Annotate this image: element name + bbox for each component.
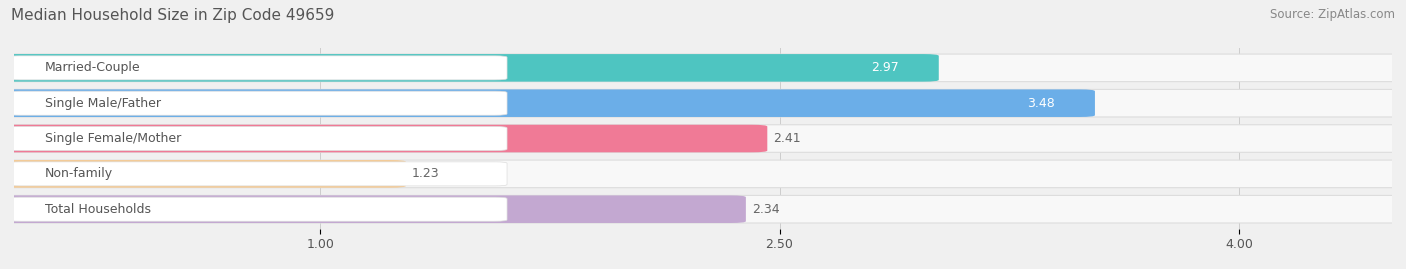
Text: 1.23: 1.23	[412, 167, 440, 180]
FancyBboxPatch shape	[0, 89, 1095, 117]
Text: 3.48: 3.48	[1028, 97, 1054, 110]
FancyBboxPatch shape	[0, 160, 1406, 188]
FancyBboxPatch shape	[8, 91, 508, 115]
Text: 2.34: 2.34	[752, 203, 779, 216]
Text: Single Female/Mother: Single Female/Mother	[45, 132, 181, 145]
Text: Median Household Size in Zip Code 49659: Median Household Size in Zip Code 49659	[11, 8, 335, 23]
Text: Married-Couple: Married-Couple	[45, 61, 141, 74]
Text: Non-family: Non-family	[45, 167, 112, 180]
FancyBboxPatch shape	[0, 196, 1406, 223]
FancyBboxPatch shape	[0, 125, 1406, 152]
Text: 2.41: 2.41	[773, 132, 801, 145]
FancyBboxPatch shape	[0, 160, 406, 188]
FancyBboxPatch shape	[0, 125, 768, 152]
FancyBboxPatch shape	[0, 54, 1406, 82]
FancyBboxPatch shape	[8, 126, 508, 151]
Text: Single Male/Father: Single Male/Father	[45, 97, 160, 110]
FancyBboxPatch shape	[8, 56, 508, 80]
Text: 2.97: 2.97	[872, 61, 898, 74]
FancyBboxPatch shape	[8, 197, 508, 221]
Text: Source: ZipAtlas.com: Source: ZipAtlas.com	[1270, 8, 1395, 21]
FancyBboxPatch shape	[0, 196, 745, 223]
FancyBboxPatch shape	[0, 54, 939, 82]
FancyBboxPatch shape	[8, 162, 508, 186]
FancyBboxPatch shape	[0, 89, 1406, 117]
Text: Total Households: Total Households	[45, 203, 150, 216]
